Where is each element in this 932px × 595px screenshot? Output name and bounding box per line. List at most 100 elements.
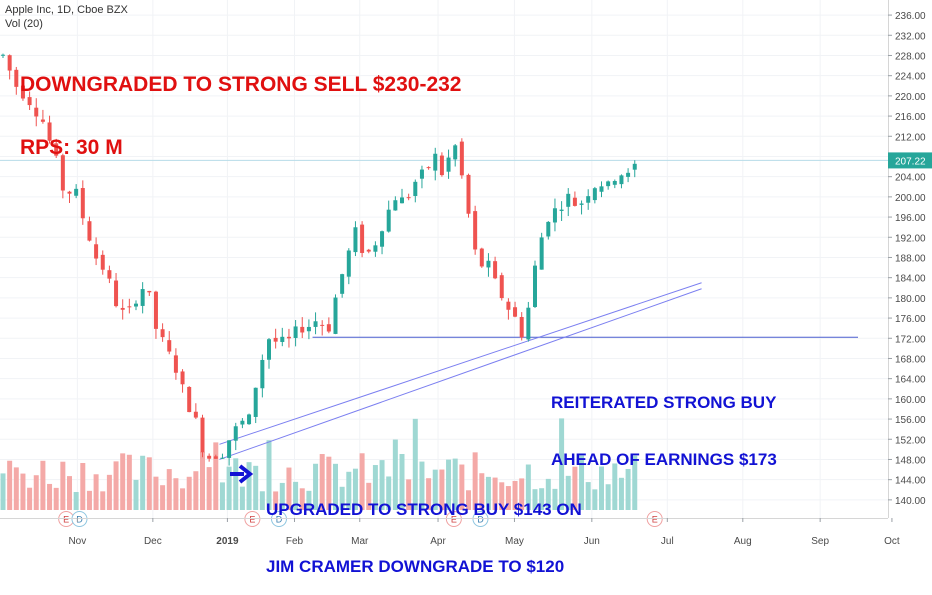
candle-body [147,290,152,293]
time-tick-label: Mar [351,536,369,547]
candle-body [20,85,25,99]
upgraded-annotation-line1: UPGRADED TO STRONG BUY $143 ON [266,500,582,519]
volume-bar [0,473,6,510]
time-tick-label: Jul [661,536,674,547]
candle-body [373,245,378,252]
candle-body [413,181,418,196]
candle-body [320,324,325,326]
candle-body [134,303,138,307]
upgraded-annotation: UPGRADED TO STRONG BUY $143 ON JIM CRAME… [266,462,582,595]
downgrade-annotation-line1: DOWNGRADED TO STRONG SELL $230-232 [20,73,462,96]
price-tick-label: 204.00 [895,173,926,184]
price-tick-label: 184.00 [895,274,926,285]
volume-bar [113,461,119,510]
volume-bar [160,485,166,510]
candle-body [114,280,119,307]
candle-body [473,211,478,250]
trendline-lower [219,288,702,460]
price-tick-label: 212.00 [895,132,926,143]
candle-body [87,221,92,241]
volume-bar [206,467,212,510]
volume-bar [319,454,325,510]
candle-body [506,301,511,310]
candle-body [160,329,165,338]
candle-body [74,188,79,196]
volume-bar [133,479,139,510]
volume-bar [200,451,205,510]
candle-body [586,196,591,203]
volume-bar [579,455,585,510]
volume-bar [452,458,458,510]
volume-bar [80,463,86,510]
time-axis[interactable]: Nov Dec 2019 Feb Mar Apr May Jun Jul Aug Sep Oct [0,518,900,547]
volume-bar [459,464,465,510]
candle-body [54,143,59,156]
volume-bar [359,453,365,510]
volume-bar [279,482,285,510]
candle-body [67,191,72,194]
event-marker-label: E [249,515,255,525]
volume-bar [313,463,319,510]
time-tick-label: Dec [144,536,162,547]
candle-body [300,326,305,333]
volume-bar [625,468,631,510]
volume-bar [140,455,146,510]
candle-body [187,386,192,413]
candle-body [360,224,365,253]
candle-body [293,326,298,338]
price-tick-label: 172.00 [895,334,926,345]
candle-body [353,227,358,253]
volume-bar [572,466,578,510]
volume-bar [525,464,531,510]
volume-bar [27,487,33,510]
symbol-title: Apple Inc, 1D, Cboe BZX [5,4,128,16]
volume-bar [379,460,385,510]
candle-body [47,122,52,141]
volume-bar [219,482,225,510]
candle-body [140,289,145,306]
price-tick-label: 168.00 [895,354,926,365]
candle-body [479,248,484,267]
volume-bar [539,488,545,510]
volume-bar [266,440,272,510]
candle-body [346,250,351,277]
volume-bar [512,480,518,510]
candle-body [247,414,252,425]
candle-body [406,197,411,199]
drawn-lines [0,159,888,460]
event-marker-label: D [276,515,283,525]
price-axis[interactable]: 236.00 232.00 228.00 224.00 220.00 216.00 212.… [888,0,932,550]
volume-bar [499,482,505,510]
volume-bar [592,489,598,510]
downgrade-annotation: DOWNGRADED TO STRONG SELL $230-232 RPS: … [20,32,461,179]
last-price-label: 207.22 [895,156,926,167]
volume-bar [7,460,13,510]
price-tick-label: 216.00 [895,112,926,123]
volume-bar [86,490,92,510]
candle-body [80,188,85,219]
candle-body [439,155,444,176]
volume-bar [565,475,571,510]
event-marker-label: E [652,515,658,525]
reiterated-annotation-line1: REITERATED STRONG BUY [551,393,777,412]
volume-bar [100,491,106,510]
candle-body [7,55,12,71]
volume-bar [146,457,152,510]
volume-bar [406,479,412,510]
candle-body [393,200,398,211]
candle-body [180,371,185,385]
volume-bar [13,467,19,510]
volume-bar [439,469,445,510]
trendline-upper [219,282,702,445]
volume-bar [412,418,418,510]
candle-body [486,260,491,268]
volume-indicator-label[interactable]: Vol (20) [5,18,43,30]
candle-body [340,274,345,294]
candle-body [127,306,132,308]
price-tick-label: 140.00 [895,496,926,507]
volume-bar [618,477,624,510]
price-tick-label: 148.00 [895,455,926,466]
volume-bar [552,488,558,510]
candle-body [539,237,544,270]
